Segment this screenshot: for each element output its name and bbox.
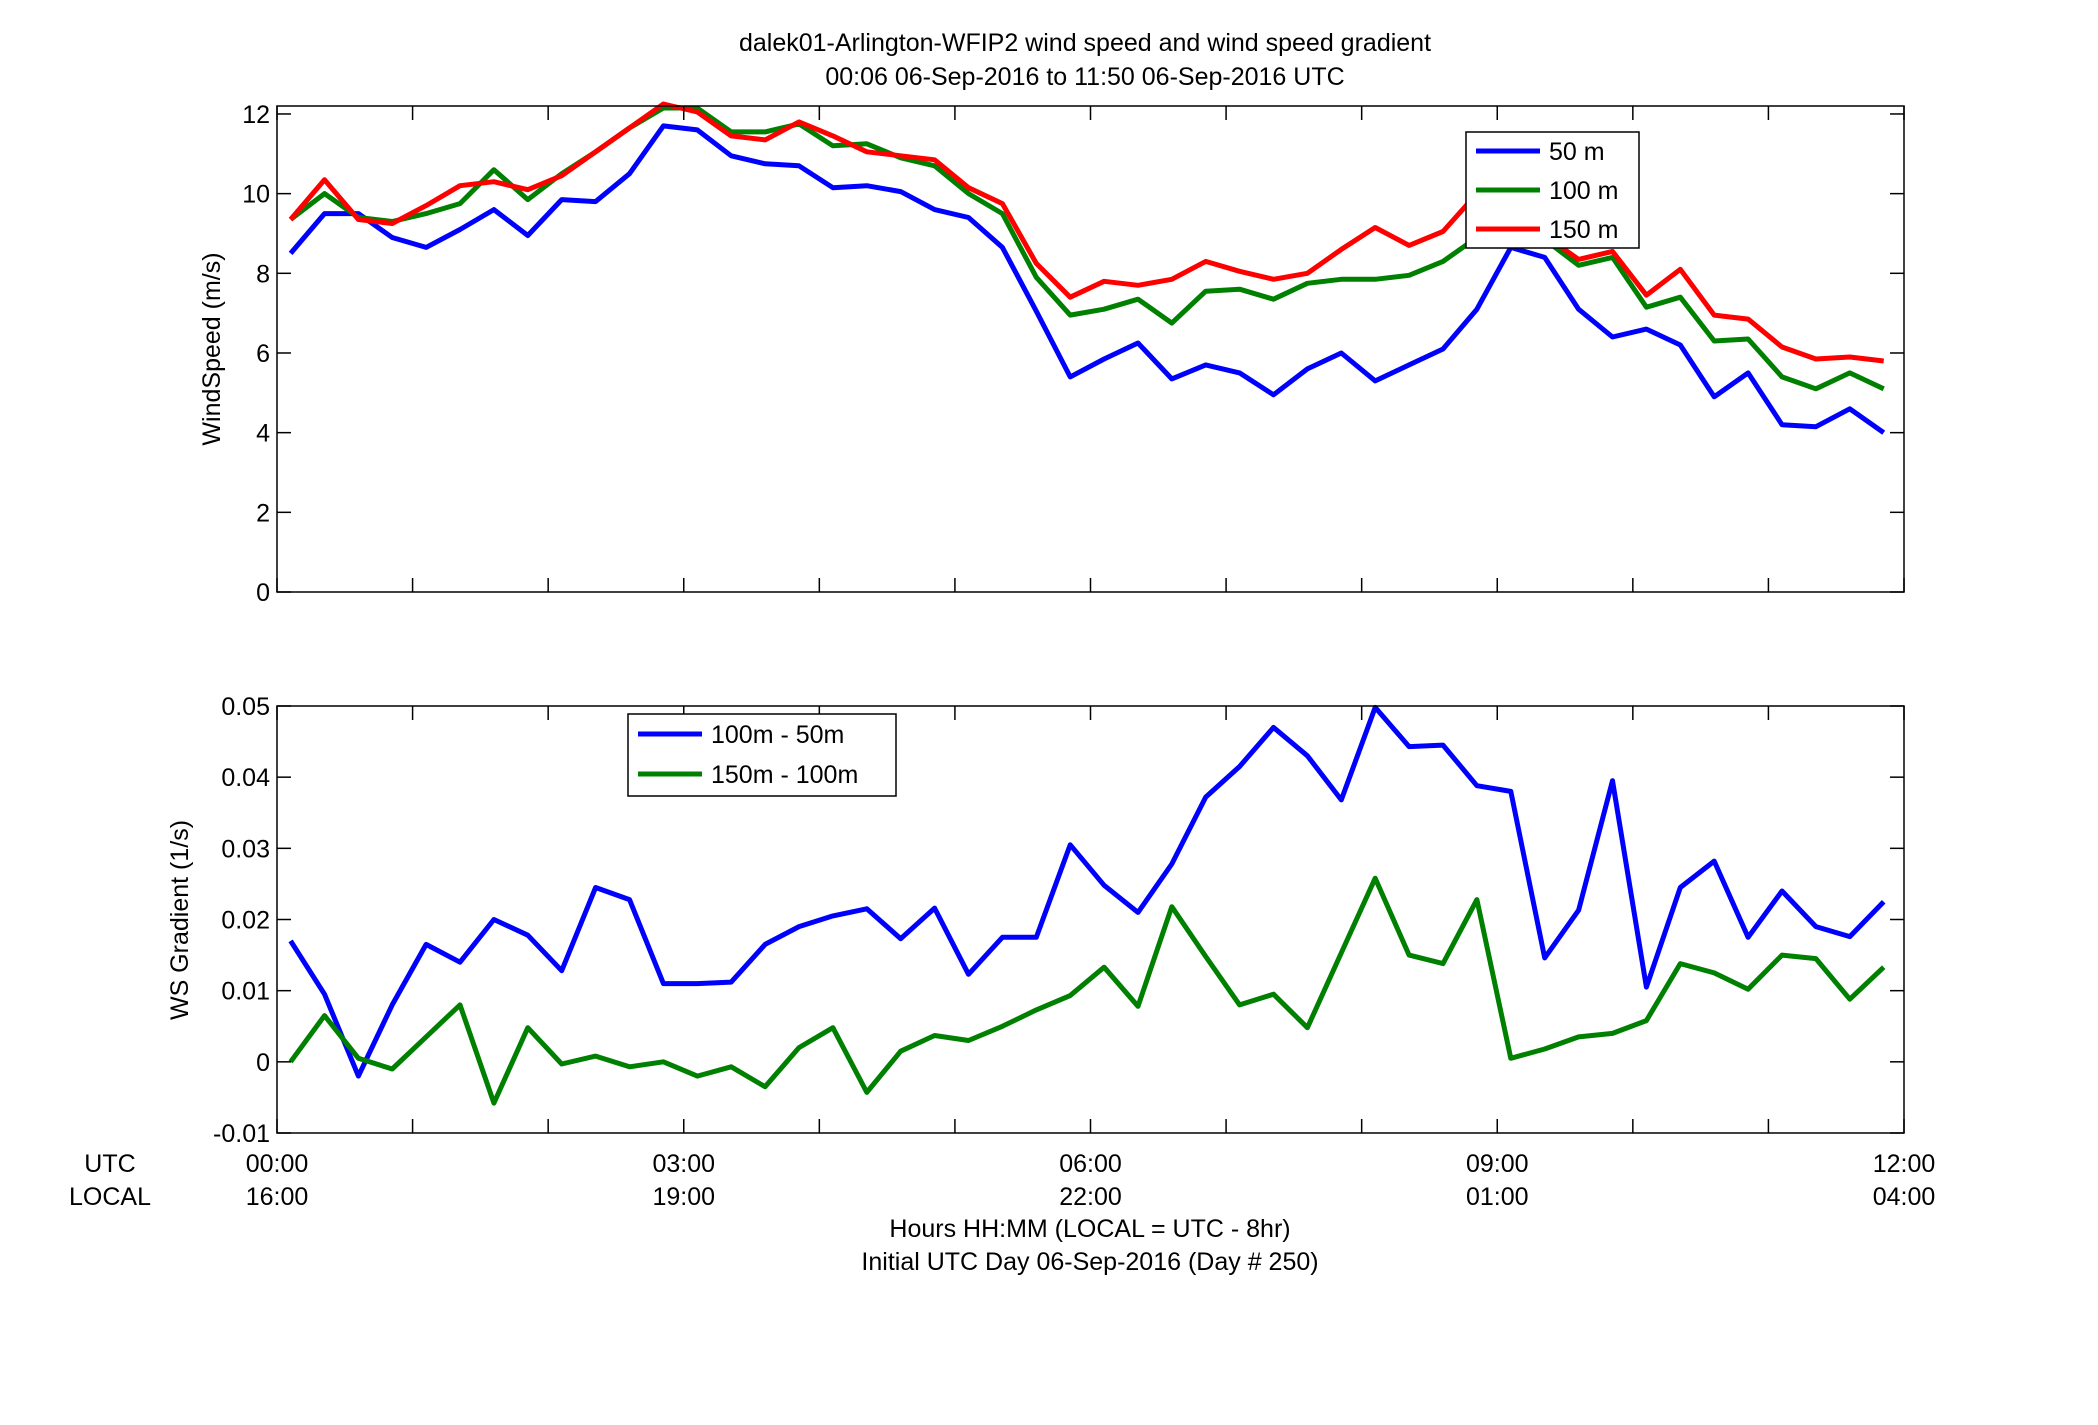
bottom-axis-ticks: -0.01 0 0.01 0.02 0.03 0.04 0.05 — [213, 693, 1905, 1148]
x-tick-label-utc: 09:00 — [1466, 1150, 1529, 1178]
top-y-tick-label: 8 — [256, 260, 270, 288]
top-axes-box — [276, 105, 1905, 593]
top-y-tick-label: 4 — [256, 420, 270, 448]
legend-label-100m-50m: 100m - 50m — [711, 721, 844, 749]
legend-label-100m: 100 m — [1549, 177, 1618, 205]
bottom-series-line-2 — [288, 875, 1886, 1106]
x-tick-label-local: 19:00 — [652, 1183, 715, 1211]
top-y-tick-label: 10 — [242, 181, 270, 209]
x-tick-label-utc: 03:00 — [652, 1150, 715, 1178]
top-series-line-2 — [289, 105, 1885, 392]
chart-title-line1: dalek01-Arlington-WFIP2 wind speed and w… — [739, 29, 1431, 57]
bottom-legend-box — [627, 713, 897, 797]
x-tick-label-local: 01:00 — [1466, 1183, 1529, 1211]
x-axis-sublabel: Initial UTC Day 06-Sep-2016 (Day # 250) — [861, 1248, 1318, 1276]
x-tick-label-local: 16:00 — [246, 1183, 309, 1211]
bottom-y-tick-label: 0.02 — [221, 907, 270, 935]
legend-label-150m: 150 m — [1549, 216, 1618, 244]
top-y-tick-label: 6 — [256, 340, 270, 368]
top-panel: 0 2 4 6 8 10 12 WindSpeed (m/s) 50 m 100 m 150… — [198, 101, 1905, 607]
bottom-series-line-1 — [288, 704, 1886, 1079]
x-tick-label-utc: 06:00 — [1059, 1150, 1122, 1178]
bottom-panel: -0.01 0 0.01 0.02 0.03 0.04 0.05 WS Gradient (… — [166, 693, 1905, 1148]
bottom-y-tick-label: -0.01 — [213, 1120, 270, 1148]
legend-label-150m-100m: 150m - 100m — [711, 761, 858, 789]
top-y-axis-label: WindSpeed (m/s) — [198, 252, 226, 445]
bottom-y-axis-label: WS Gradient (1/s) — [166, 820, 194, 1020]
chart-title-line2: 00:06 06-Sep-2016 to 11:50 06-Sep-2016 U… — [825, 63, 1344, 91]
bottom-y-tick-label: 0.01 — [221, 978, 270, 1006]
top-y-tick-label: 2 — [256, 499, 270, 527]
local-row-label: LOCAL — [69, 1183, 151, 1211]
bottom-axes-box — [276, 705, 1905, 1134]
top-series-lines — [288, 101, 1886, 435]
bottom-y-tick-label: 0.03 — [221, 835, 270, 863]
top-series-line-3 — [288, 101, 1884, 364]
utc-row-label: UTC — [84, 1150, 135, 1178]
x-tick-label-utc: 00:00 — [246, 1150, 309, 1178]
top-series-line-1 — [288, 123, 1886, 435]
top-y-tick-label: 12 — [242, 101, 270, 129]
bottom-y-tick-label: 0.05 — [221, 693, 270, 721]
x-tick-label-local: 04:00 — [1873, 1183, 1936, 1211]
x-tick-labels: 00:00 16:00 03:00 19:00 06:00 22:00 09:00 01:00… — [246, 1150, 1936, 1211]
bottom-series-lines — [288, 704, 1886, 1106]
top-y-tick-label: 0 — [256, 579, 270, 607]
x-tick-label-utc: 12:00 — [1873, 1150, 1936, 1178]
x-tick-label-local: 22:00 — [1059, 1183, 1122, 1211]
legend-label-50m: 50 m — [1549, 138, 1605, 166]
bottom-y-tick-label: 0 — [256, 1049, 270, 1077]
top-legend: 50 m 100 m 150 m — [1465, 131, 1640, 249]
top-axis-ticks: 0 2 4 6 8 10 12 — [242, 101, 1905, 607]
bottom-legend: 100m - 50m 150m - 100m — [627, 713, 897, 797]
bottom-y-tick-label: 0.04 — [221, 764, 270, 792]
x-axis-label: Hours HH:MM (LOCAL = UTC - 8hr) — [889, 1215, 1290, 1243]
